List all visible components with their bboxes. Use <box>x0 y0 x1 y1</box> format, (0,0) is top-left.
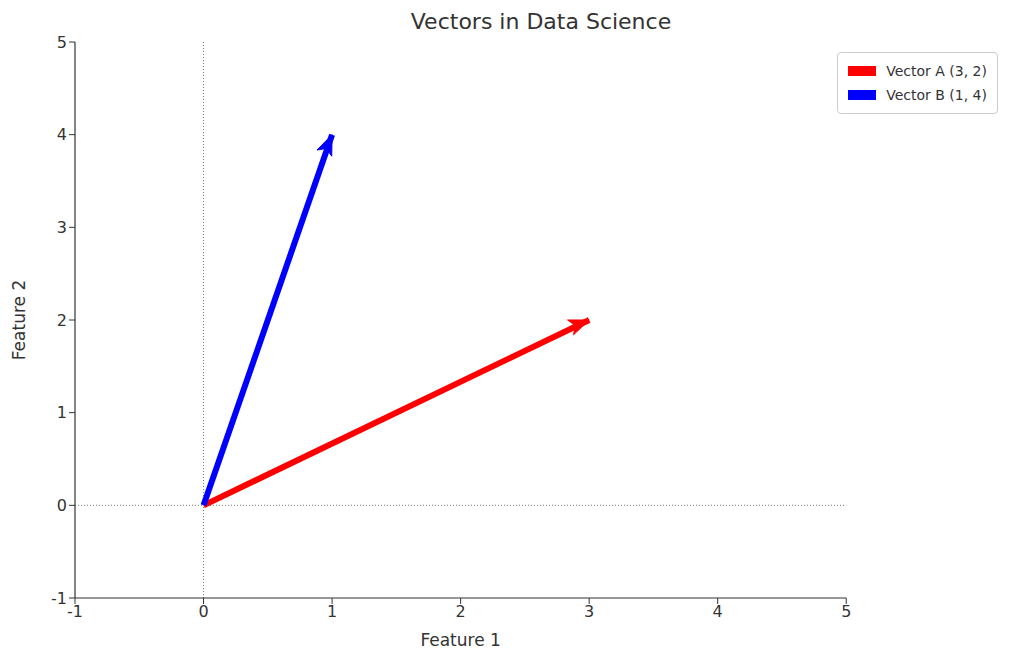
svg-text:2: 2 <box>57 311 67 330</box>
svg-text:4: 4 <box>57 125 67 144</box>
svg-text:1: 1 <box>327 602 337 621</box>
html-text:Vector B (1, 4): Vector B (1, 4) <box>886 87 987 103</box>
html-text:Vector A (3, 2): Vector A (3, 2) <box>886 63 987 79</box>
svg-text:4: 4 <box>713 602 723 621</box>
html-text:Vectors in Data Science: Vectors in Data Science <box>410 9 672 34</box>
svg-text:5: 5 <box>57 33 67 52</box>
svg-text:0: 0 <box>198 602 208 621</box>
svg-text:-1: -1 <box>67 602 83 621</box>
svg-text:3: 3 <box>584 602 594 621</box>
svg-text:3: 3 <box>57 218 67 237</box>
svg-text:Feature 2: Feature 2 <box>9 280 29 360</box>
svg-text:5: 5 <box>841 602 851 621</box>
svg-text:0: 0 <box>57 496 67 515</box>
svg-text:2: 2 <box>456 602 466 621</box>
svg-text:1: 1 <box>57 403 67 422</box>
svg-text:Feature 1: Feature 1 <box>420 630 500 650</box>
svg-text:-1: -1 <box>51 589 67 608</box>
